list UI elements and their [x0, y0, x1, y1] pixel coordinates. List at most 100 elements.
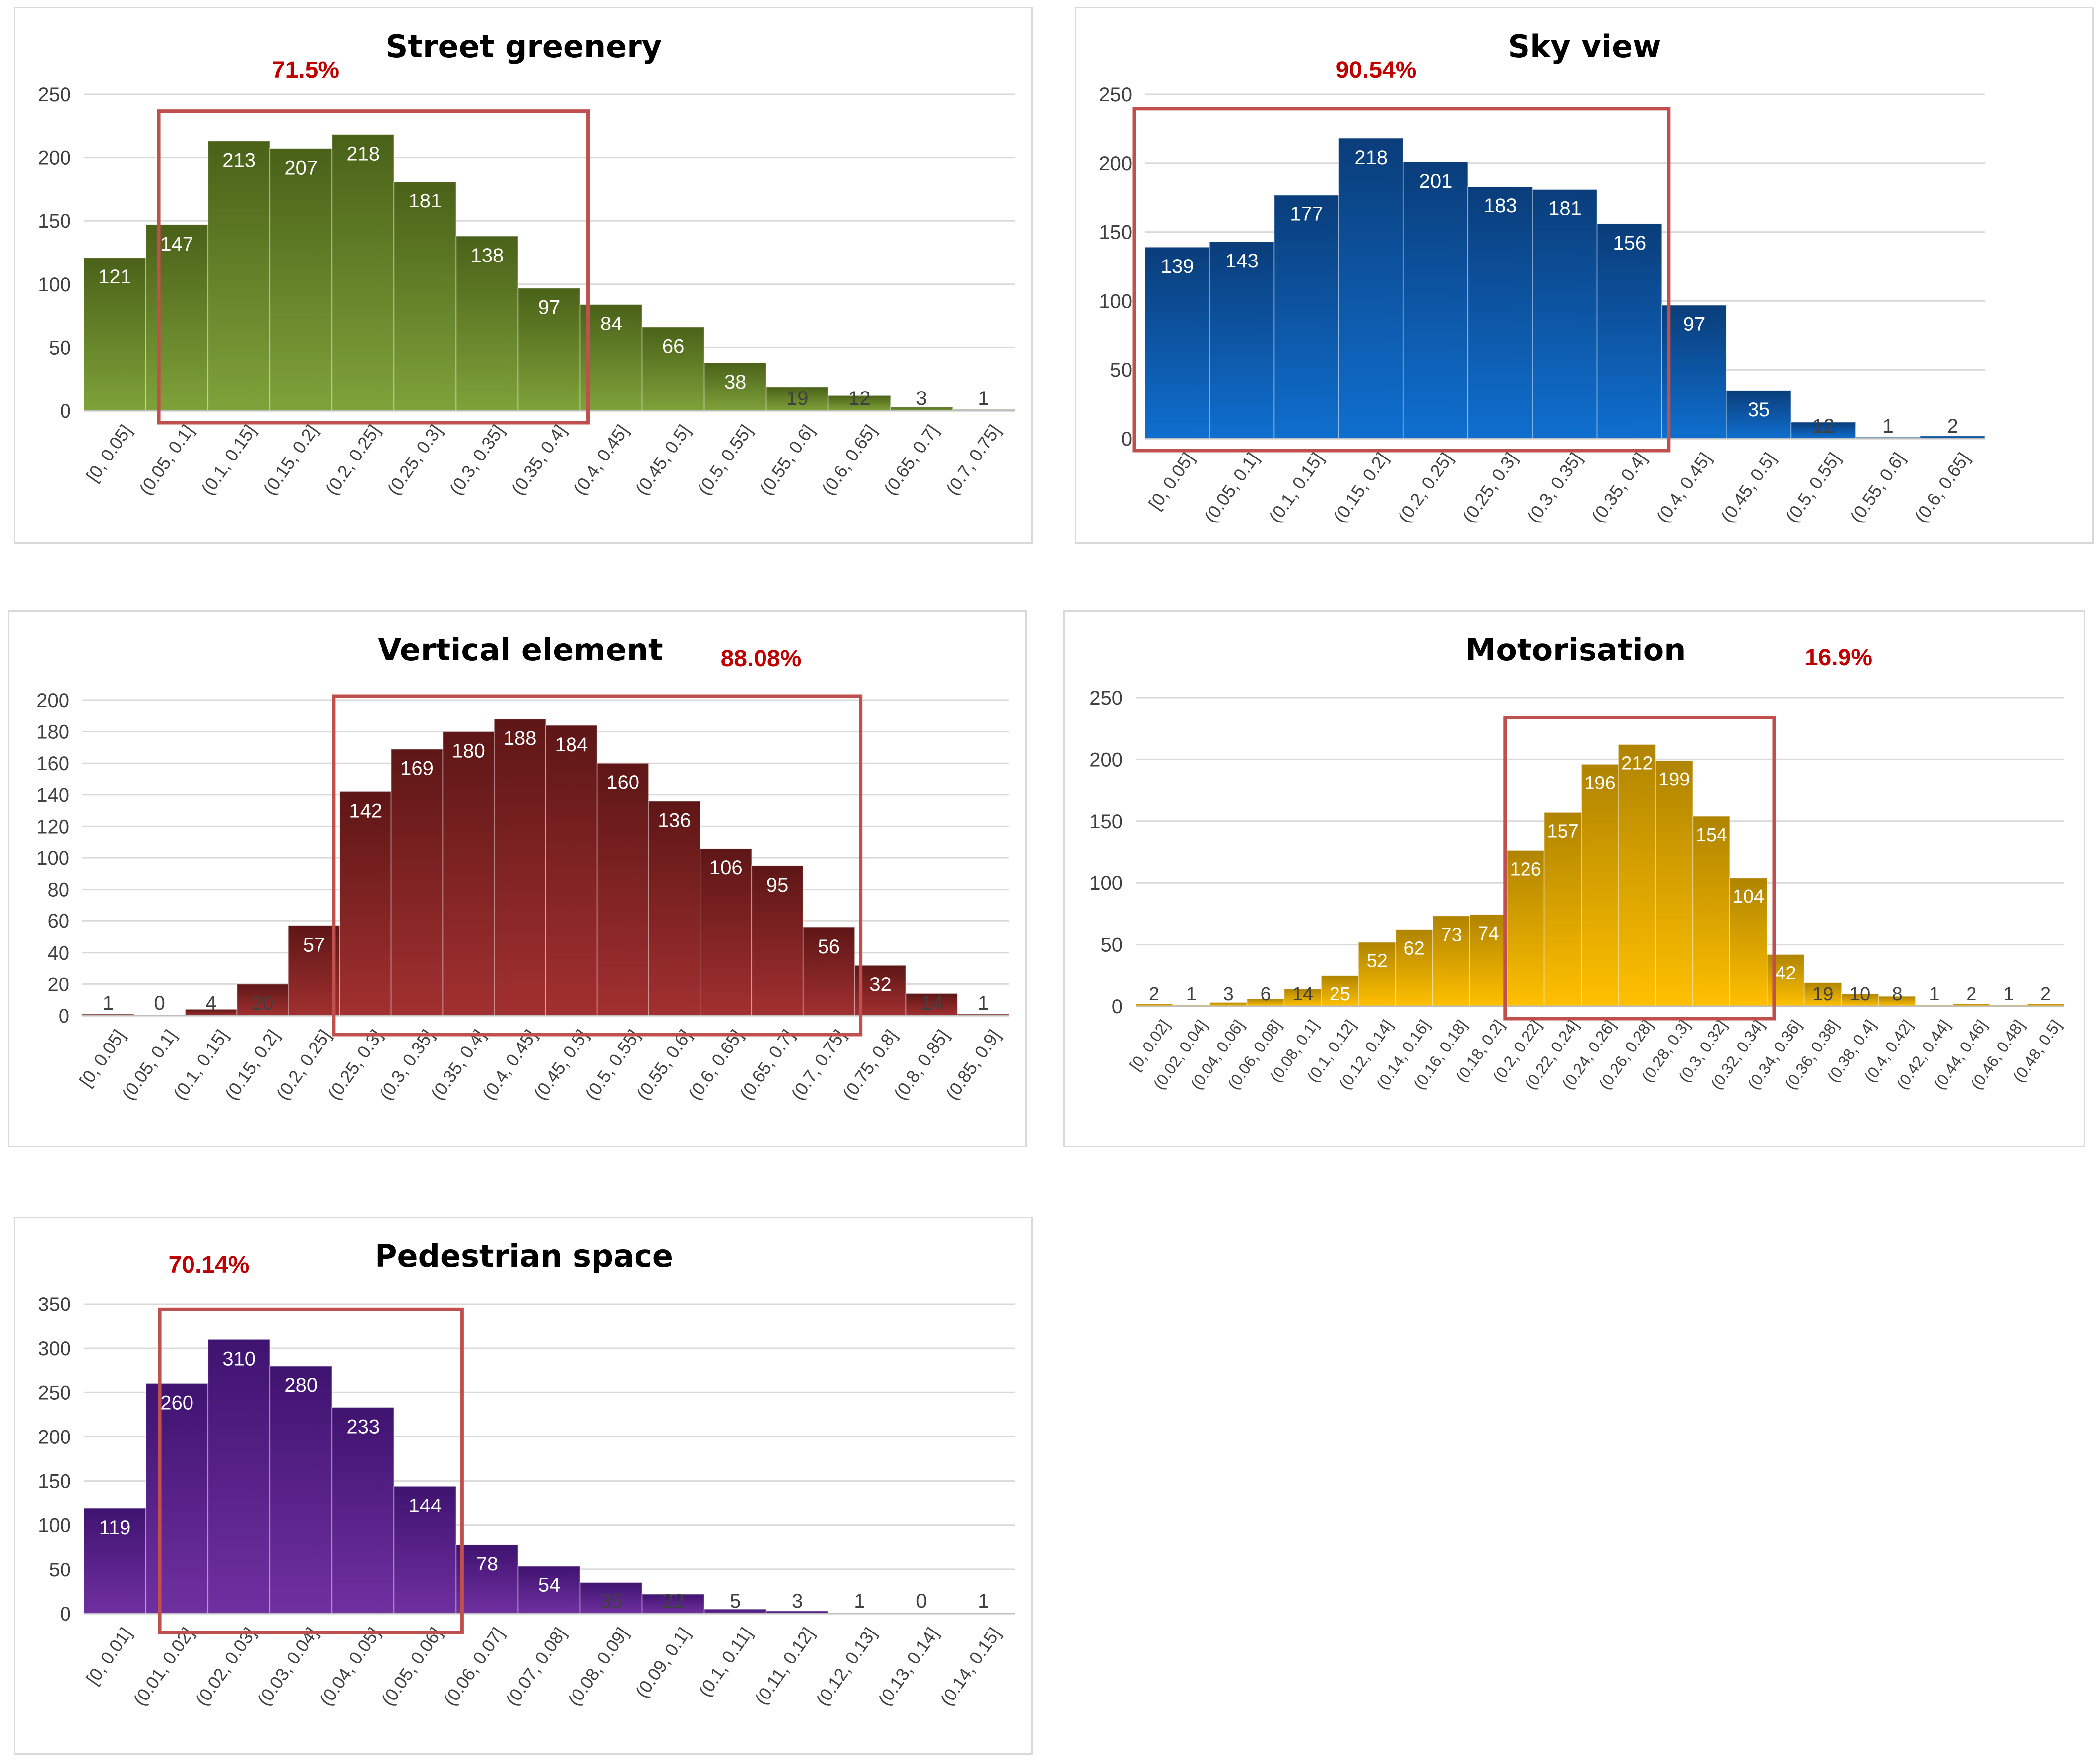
- bar: [1209, 241, 1275, 439]
- highlight-box: [1503, 716, 1776, 1021]
- y-tick-label: 50: [1110, 359, 1133, 381]
- y-tick-label: 0: [1121, 428, 1132, 450]
- data-label: 184: [555, 734, 588, 756]
- bar: [339, 791, 392, 1016]
- bar: [1790, 421, 1856, 439]
- x-tick-label: (0.03, 0.04]: [254, 1624, 322, 1709]
- data-label: 66: [662, 336, 685, 358]
- panel-pedestrian-space: Pedestrian space 70.14% 0 50 100 150 200 250 300…: [14, 1217, 1033, 1755]
- data-label: 78: [476, 1553, 499, 1575]
- data-label: 183: [1484, 195, 1517, 217]
- data-label: 35: [600, 1590, 623, 1612]
- bar: [288, 925, 340, 1016]
- x-tick-label: (0.5, 0.55]: [1782, 449, 1845, 526]
- bar: [207, 140, 271, 411]
- data-label: 19: [1812, 984, 1833, 1005]
- data-label: 126: [1510, 859, 1541, 880]
- chart-vertical-element: Vertical element 88.08%020406080100120140…: [36, 632, 1010, 1104]
- bar: [1467, 186, 1533, 439]
- data-label: 2: [1966, 984, 1976, 1005]
- data-label: 74: [1478, 923, 1499, 944]
- data-label: 73: [1441, 924, 1462, 945]
- y-tick-label: 100: [38, 274, 71, 296]
- data-label: 0: [154, 992, 165, 1014]
- chart-title: Sky view: [1508, 28, 1661, 65]
- y-tick-label: 100: [1099, 290, 1132, 312]
- x-tick-label: (0.06, 0.07]: [440, 1624, 508, 1709]
- bar: [442, 731, 495, 1017]
- bar: [207, 1339, 271, 1615]
- highlight-box: [157, 109, 590, 425]
- data-label: 218: [1354, 147, 1388, 169]
- bar: [1395, 929, 1434, 1007]
- y-tick-label: 100: [38, 1515, 71, 1537]
- data-label: 22: [662, 1590, 685, 1612]
- data-label: 3: [916, 388, 927, 409]
- bar: [1402, 161, 1469, 439]
- data-label: 10: [1849, 984, 1870, 1005]
- x-tick-label: (0.11, 0.12]: [751, 1624, 819, 1708]
- x-tick-label: (0.15, 0.2]: [259, 421, 322, 498]
- x-tick-label: (0.3, 0.35]: [445, 421, 509, 498]
- data-label: 6: [1261, 984, 1271, 1005]
- data-label: 1: [1929, 984, 1939, 1005]
- bar: [390, 748, 444, 1016]
- y-tick-label: 100: [1089, 872, 1123, 894]
- y-tick-label: 100: [36, 848, 69, 869]
- y-tick-label: 140: [36, 784, 69, 806]
- x-tick-label: (0.12, 0.13]: [812, 1624, 880, 1709]
- highlight-percent: 90.54%: [1336, 57, 1417, 83]
- data-label: 95: [766, 874, 789, 896]
- y-tick-label: 50: [1101, 934, 1123, 956]
- data-label: 156: [1613, 232, 1646, 254]
- bar: [494, 718, 547, 1017]
- data-label: 25: [1330, 984, 1350, 1005]
- bar: [269, 1365, 333, 1614]
- bar: [641, 326, 705, 411]
- data-label: 84: [600, 313, 623, 335]
- data-label: 56: [818, 936, 840, 958]
- y-tick-label: 0: [59, 1005, 69, 1027]
- data-label: 213: [222, 149, 255, 171]
- y-tick-label: 50: [49, 1559, 71, 1581]
- panel-motorisation: Motorisation 16.9% 0 50 100 150 200 250 2 1 3 6 14 25…: [1063, 610, 2085, 1147]
- data-label: 1: [978, 388, 989, 409]
- data-label: 2: [1947, 415, 1958, 437]
- y-tick-label: 150: [1089, 811, 1123, 833]
- x-tick-label: (0.55, 0.6]: [1846, 449, 1909, 526]
- y-tick-label: 200: [1099, 153, 1132, 175]
- data-label: 280: [284, 1374, 318, 1396]
- y-tick-label: 200: [38, 147, 71, 169]
- x-tick-label: (0.35, 0.4]: [1588, 449, 1651, 526]
- x-tick-label: (0.01, 0.02]: [129, 1624, 198, 1709]
- data-label: 154: [1696, 825, 1727, 846]
- highlight-box: [158, 1307, 464, 1634]
- bar: [648, 800, 701, 1016]
- bar: [905, 993, 958, 1016]
- data-label: 233: [346, 1416, 380, 1438]
- data-label: 32: [869, 974, 891, 995]
- data-label: 2: [1149, 984, 1159, 1005]
- bar: [1469, 914, 1508, 1007]
- data-label: 157: [1547, 821, 1578, 842]
- x-tick-label: (0.15, 0.2]: [1329, 449, 1392, 526]
- bar: [579, 304, 643, 412]
- x-tick-label: (0.4, 0.45]: [1653, 449, 1716, 526]
- chart-street-greenery: Street greenery71.5%05010015020025012114…: [38, 28, 1016, 499]
- bar: [1321, 975, 1359, 1007]
- bar: [1338, 137, 1404, 440]
- y-tick-label: 200: [1089, 749, 1123, 771]
- y-tick-label: 150: [1099, 222, 1132, 244]
- bar: [1726, 390, 1792, 440]
- x-tick-label: (0.05, 0.1]: [135, 421, 198, 498]
- highlight-percent: 88.08%: [721, 646, 802, 672]
- data-label: 62: [1403, 938, 1424, 959]
- data-label: 35: [1748, 399, 1770, 421]
- bar: [331, 1407, 395, 1614]
- data-label: 1: [1186, 984, 1197, 1005]
- x-tick-label: (0.05, 0.1]: [1200, 449, 1263, 526]
- x-tick-label: (0.05, 0.06]: [378, 1624, 446, 1709]
- y-tick-label: 20: [48, 974, 70, 995]
- bar: [765, 386, 829, 412]
